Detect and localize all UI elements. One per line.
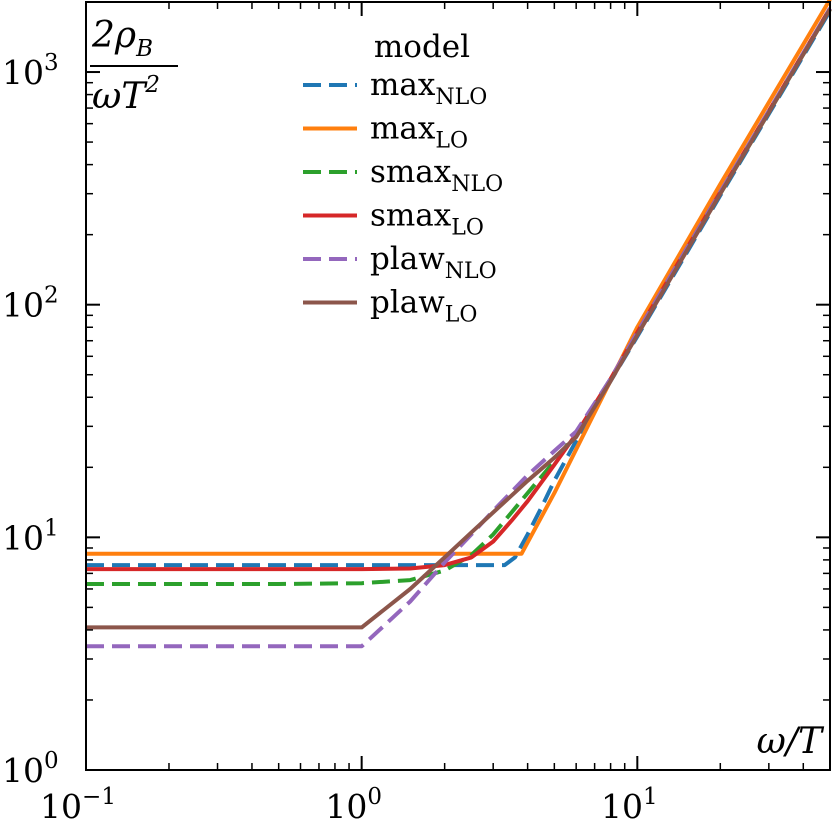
x-tick-label: 100: [325, 784, 382, 826]
x-tick-label: 101: [601, 784, 658, 826]
legend-label: maxLO: [370, 111, 468, 154]
plot-frame: [85, 1, 831, 771]
y-label-numerator: 2ρB: [91, 15, 153, 62]
legend-label: smaxLO: [370, 198, 484, 241]
legend-label: plawNLO: [370, 241, 497, 284]
y-axis-label: 2ρB ωT2: [90, 15, 178, 117]
series-line-plaw-lo: [86, 8, 832, 630]
x-axis-label: ω/T: [757, 721, 825, 762]
x-tick-label: 10−1: [40, 784, 116, 826]
legend-label: smaxNLO: [370, 154, 503, 197]
series-line-max-lo: [86, 0, 832, 556]
y-tick-label: 102: [2, 283, 59, 325]
y-tick-label: 103: [2, 50, 59, 92]
legend-label: maxNLO: [370, 67, 487, 110]
legend-label: plawLO: [370, 285, 477, 328]
plot-area: [85, 0, 832, 771]
legend-title: model: [374, 29, 470, 65]
series-layer: [86, 0, 832, 649]
ticks-layer: [85, 1, 831, 771]
legend: model maxNLOmaxLOsmaxNLOsmaxLOplawNLOpla…: [303, 29, 503, 328]
y-label-denominator: ωT2: [92, 72, 160, 117]
y-tick-label: 100: [2, 748, 59, 790]
y-tick-label: 101: [2, 515, 59, 557]
